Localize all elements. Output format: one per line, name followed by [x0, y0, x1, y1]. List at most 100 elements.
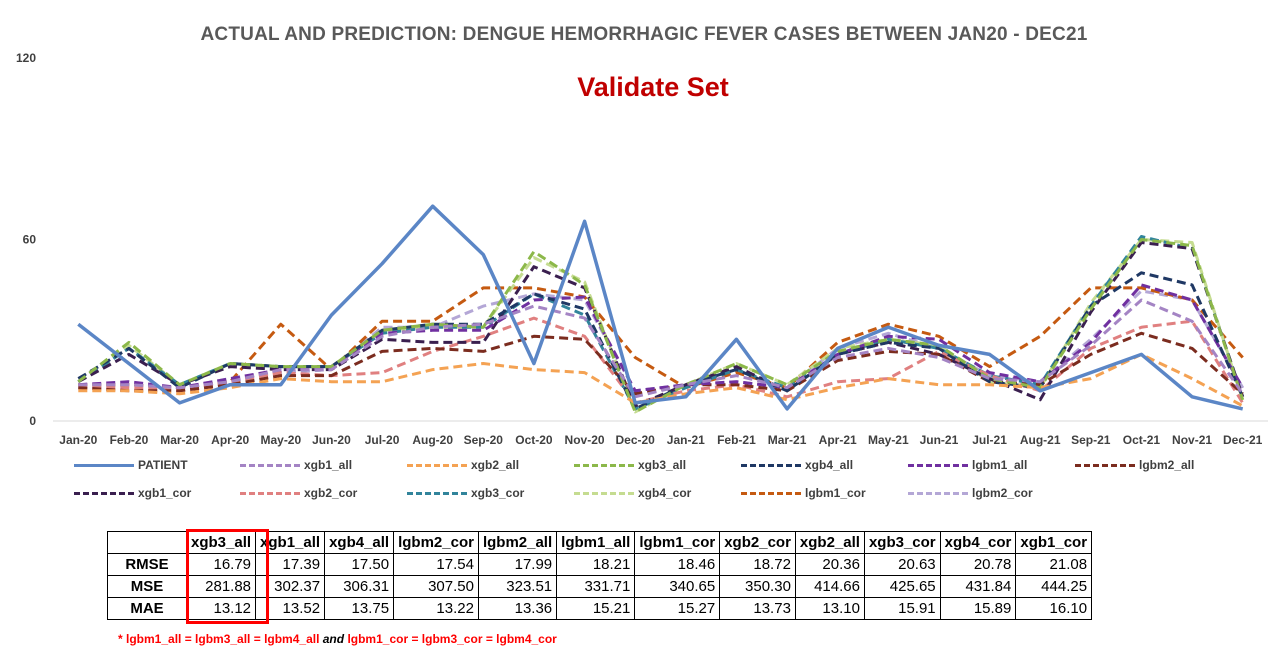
- table-header-cell: xgb4_all: [324, 531, 395, 554]
- footnote: * lgbm1_all = lgbm3_all = lgbm4_all and …: [118, 632, 557, 646]
- legend-swatch: [741, 463, 801, 467]
- legend-swatch: [908, 463, 968, 467]
- table-cell: 444.25: [1015, 575, 1093, 598]
- legend-label: xgb4_all: [805, 458, 854, 472]
- x-tick-label: Dec-21: [1223, 433, 1263, 447]
- table-cell: 17.99: [477, 553, 558, 576]
- table-cell: 16.10: [1015, 597, 1093, 620]
- x-tick-label: Sep-21: [1071, 433, 1111, 447]
- x-tick-label: Nov-21: [1172, 433, 1212, 447]
- chart-subtitle: Validate Set: [577, 72, 729, 102]
- x-tick-label: Feb-20: [110, 433, 149, 447]
- table-cell: 15.89: [939, 597, 1017, 620]
- legend-label: lgbm1_cor: [805, 486, 866, 500]
- legend-swatch: [240, 463, 300, 467]
- table-cell: 13.36: [477, 597, 558, 620]
- table-cell: 350.30: [719, 575, 796, 598]
- table-cell: 20.36: [794, 553, 865, 576]
- x-tick-label: Jun-20: [312, 433, 351, 447]
- footnote-and: and: [319, 632, 348, 646]
- x-tick-label: Dec-20: [616, 433, 656, 447]
- legend-item: lgbm1_cor: [741, 486, 866, 500]
- x-tick-label: Jan-21: [667, 433, 705, 447]
- legend-label: xgb3_cor: [471, 486, 525, 500]
- table-corner-cell: [107, 531, 187, 554]
- table-header-cell: lgbm1_cor: [634, 531, 721, 554]
- legend-item: xgb1_all: [240, 458, 352, 472]
- table-cell: 18.46: [634, 553, 721, 576]
- legend-label: lgbm2_cor: [972, 486, 1033, 500]
- legend-label: xgb1_cor: [138, 486, 192, 500]
- x-tick-label: Jul-20: [365, 433, 400, 447]
- table-header-cell: lgbm1_all: [556, 531, 636, 554]
- footnote-part3: lgbm1_cor = lgbm3_cor = lgbm4_cor: [347, 632, 557, 646]
- x-tick-label: Sep-20: [464, 433, 504, 447]
- table-cell: 17.50: [324, 553, 395, 576]
- footnote-part1: * lgbm1_all = lgbm3_all = lgbm4_all: [118, 632, 320, 646]
- y-tick-label: 60: [23, 233, 37, 247]
- best-model-highlight-box: [186, 529, 269, 624]
- legend-swatch: [574, 463, 634, 467]
- legend-item: xgb2_cor: [240, 486, 357, 500]
- x-tick-label: Apr-21: [819, 433, 857, 447]
- table-cell: 20.78: [939, 553, 1017, 576]
- legend-swatch: [74, 491, 134, 495]
- x-tick-label: May-21: [868, 433, 909, 447]
- table-cell: 15.91: [863, 597, 941, 620]
- legend-swatch: [1075, 463, 1135, 467]
- x-tick-label: Jan-20: [59, 433, 97, 447]
- legend-swatch: [407, 491, 467, 495]
- legend-item: lgbm1_all: [908, 458, 1027, 472]
- table-row-label: MSE: [107, 575, 187, 598]
- legend-item: lgbm2_all: [1075, 458, 1194, 472]
- x-tick-label: Aug-21: [1020, 433, 1061, 447]
- legend-label: PATIENT: [138, 458, 188, 472]
- legend-label: xgb1_all: [304, 458, 353, 472]
- table-cell: 414.66: [794, 575, 865, 598]
- y-tick-label: 0: [29, 414, 36, 428]
- y-tick-label: 120: [16, 51, 36, 65]
- legend-label: xgb4_cor: [638, 486, 692, 500]
- table-cell: 13.52: [255, 597, 326, 620]
- x-tick-label: Mar-20: [160, 433, 199, 447]
- table-header-cell: xgb2_cor: [719, 531, 796, 554]
- legend-label: lgbm1_all: [972, 458, 1028, 472]
- table-cell: 20.63: [863, 553, 941, 576]
- table-cell: 13.10: [794, 597, 865, 620]
- legend-item: xgb3_all: [574, 458, 686, 472]
- series-line-lgbm1_all: [78, 283, 1244, 393]
- table-cell: 13.75: [324, 597, 395, 620]
- x-tick-label: Feb-21: [717, 433, 756, 447]
- line-chart: 0 60 120 Jan-20 Feb-20 Mar-20 Apr-20 May-20 Jun-…: [16, 51, 1268, 447]
- table-header-cell: xgb4_cor: [939, 531, 1017, 554]
- chart-legend: PATIENT xgb1_all xgb2_all xgb3_all xgb4_all l…: [0, 458, 1288, 514]
- legend-swatch: [240, 491, 300, 495]
- table-cell: 18.21: [556, 553, 636, 576]
- legend-swatch: [574, 491, 634, 495]
- legend-label: xgb3_all: [638, 458, 687, 472]
- legend-item: PATIENT: [74, 458, 188, 472]
- x-tick-label: Mar-21: [768, 433, 807, 447]
- series-line-lgbm1_cor: [78, 286, 1244, 390]
- table-cell: 21.08: [1015, 553, 1093, 576]
- table-cell: 17.54: [393, 553, 479, 576]
- table-cell: 306.31: [324, 575, 395, 598]
- table-row: MAE 13.12 13.52 13.75 13.22 13.36 15.21 15.27 13…: [107, 597, 1093, 620]
- table-cell: 18.72: [719, 553, 796, 576]
- table-cell: 17.39: [255, 553, 326, 576]
- table-row-label: RMSE: [107, 553, 187, 576]
- x-tick-label: May-20: [260, 433, 301, 447]
- table-header-cell: xgb2_all: [794, 531, 865, 554]
- table-cell: 340.65: [634, 575, 721, 598]
- table-header-cell: lgbm2_all: [477, 531, 558, 554]
- table-cell: 331.71: [556, 575, 636, 598]
- legend-item: xgb4_cor: [574, 486, 691, 500]
- legend-item: xgb4_all: [741, 458, 853, 472]
- legend-swatch: [74, 463, 134, 467]
- legend-item: xgb1_cor: [74, 486, 191, 500]
- x-tick-label: Oct-20: [515, 433, 553, 447]
- table-header-cell: lgbm2_cor: [393, 531, 479, 554]
- metrics-header-row: xgb3_all xgb1_all xgb4_all lgbm2_cor lgbm2_a…: [107, 531, 1093, 554]
- table-cell: 323.51: [477, 575, 558, 598]
- legend-label: xgb2_all: [471, 458, 520, 472]
